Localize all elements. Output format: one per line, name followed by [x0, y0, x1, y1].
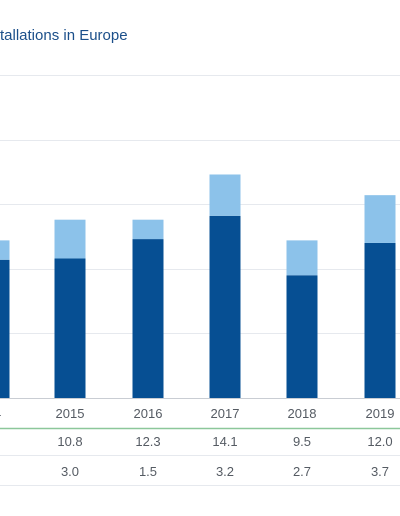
x-tick-label: 2019: [366, 406, 395, 421]
bar-dark-segment: [286, 275, 318, 398]
bar-dark-segment: [132, 239, 164, 398]
chart-title: tallations in Europe: [0, 27, 128, 44]
bar-light-segment: [209, 174, 241, 216]
bar-dark-segment: [0, 259, 10, 398]
table-row-light-values: 53.01.53.22.73.7: [61, 464, 389, 479]
x-tick-label: 2016: [134, 406, 163, 421]
table-cell-value: 2.7: [293, 464, 311, 479]
bar-light-segment: [286, 240, 318, 276]
table-cell-value: 12.3: [135, 434, 160, 449]
table-cell-value: 9.5: [293, 434, 311, 449]
x-tick-label: 2017: [211, 406, 240, 421]
table-cell-value: 3.2: [216, 464, 234, 479]
table-cell-value: 14.1: [212, 434, 237, 449]
bar-light-segment: [364, 195, 396, 243]
table-cell-value: 3.7: [371, 464, 389, 479]
bar-dark-segment: [364, 242, 396, 398]
bar-light-segment: [54, 219, 86, 259]
bar-dark-segment: [209, 215, 241, 398]
x-tick-label: 14: [0, 406, 1, 421]
table-cell-value: 12.0: [367, 434, 392, 449]
bars: [0, 174, 396, 398]
bar-light-segment: [0, 240, 10, 260]
bar-light-segment: [132, 219, 164, 240]
table-cell-value: 1.5: [139, 464, 157, 479]
table-cell-value: 3.0: [61, 464, 79, 479]
bar-dark-segment: [54, 258, 86, 398]
table-row-dark-values: 710.812.314.19.512.0: [57, 434, 392, 449]
x-tick-labels: 14 2015 2016 2017 2018 2019: [0, 406, 394, 421]
x-tick-label: 2018: [288, 406, 317, 421]
x-tick-label: 2015: [56, 406, 85, 421]
table-cell-value: 10.8: [57, 434, 82, 449]
